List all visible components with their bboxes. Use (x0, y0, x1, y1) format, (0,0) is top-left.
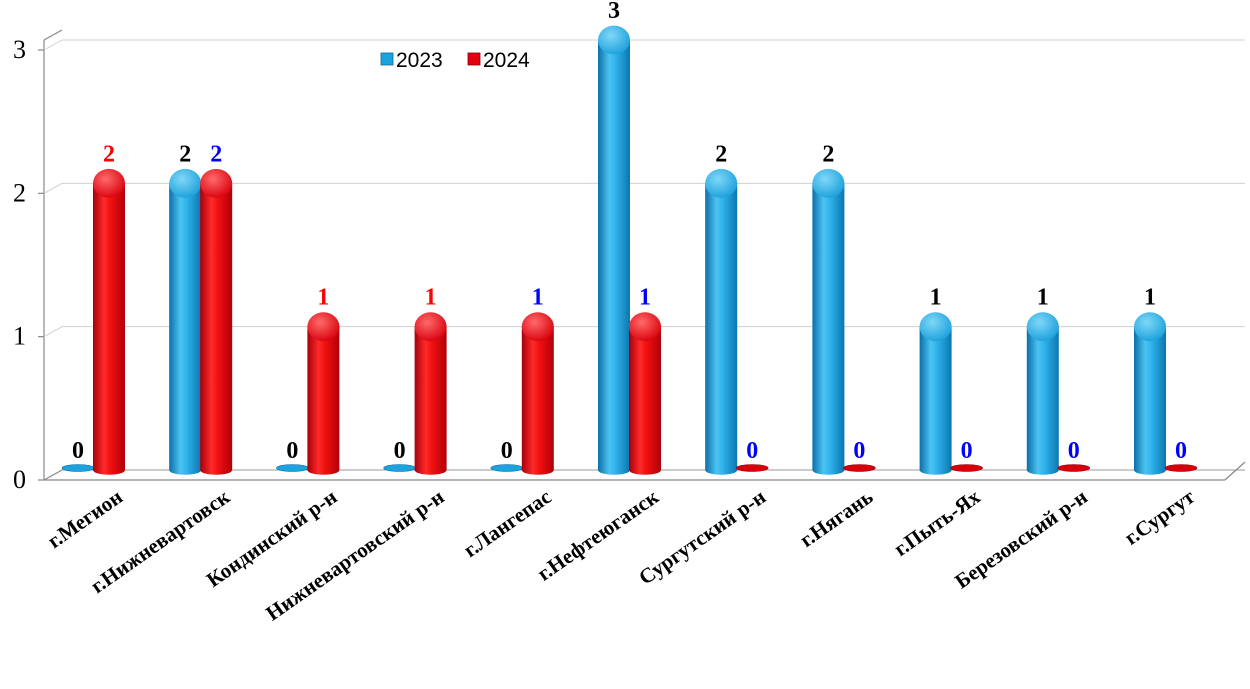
bar-2024-5-body (521, 326, 554, 475)
bar-2024-6-body (629, 326, 661, 475)
bar-2023-8-body (812, 183, 845, 475)
data-label-2024-1: 2 (103, 141, 115, 167)
bar-2024-2-body (200, 183, 233, 475)
bar-2023-7-cap (705, 168, 738, 198)
bar-2023-5-flat (490, 464, 524, 472)
bar-2023-3-flat (276, 464, 309, 472)
bar-2024-9-flat (950, 464, 983, 472)
bar-2023-2-body (169, 183, 202, 475)
data-label-2023-9: 1 (930, 285, 942, 311)
x-category-label: г.Пыть-Ях (889, 484, 984, 561)
bar-2024-7-flat (735, 464, 769, 472)
bar-2024-3-body (307, 326, 340, 475)
bar-2023-9 (919, 312, 952, 475)
data-label-2023-1: 0 (72, 438, 84, 464)
bar-2023-11-cap (1134, 312, 1166, 342)
data-label-2024-10: 0 (1068, 438, 1080, 464)
bar-2024-1-body (93, 183, 125, 475)
data-label-2023-5: 0 (501, 438, 513, 464)
x-category-label: г.Нягань (795, 484, 877, 551)
bar-2023-4-flat (383, 464, 416, 472)
x-axis-right-slant (1224, 461, 1246, 481)
data-label-2024-8: 0 (853, 438, 865, 464)
y-axis-back-line (43, 29, 63, 41)
bar-2023-10 (1026, 312, 1059, 475)
bar-2024-4 (414, 312, 447, 475)
bar-2024-11-flat (1164, 464, 1198, 472)
data-label-2024-3: 1 (317, 285, 329, 311)
bar-2023-7 (705, 168, 738, 475)
bar-2024-10-flat (1057, 464, 1091, 472)
bar-2024-6-cap (629, 312, 661, 342)
x-category-label: Нижневартовский р-н (261, 484, 448, 625)
bar-2024-3-cap (307, 312, 340, 342)
bar-2024-4-cap (414, 312, 447, 342)
y-tick-label: 3 (13, 35, 26, 64)
bars (61, 25, 1198, 475)
gridline-slant (43, 182, 63, 194)
bar-2024-1-cap (93, 168, 125, 198)
legend-label-2023: 2023 (396, 49, 443, 72)
bar-2023-7-body (705, 183, 738, 475)
legend-swatch-2023 (380, 52, 394, 66)
x-category-label: г.Лангепас (459, 484, 556, 562)
data-label-2024-9: 0 (961, 438, 973, 464)
data-label-2023-3: 0 (286, 438, 298, 464)
data-label-2023-4: 0 (394, 438, 406, 464)
data-label-2024-7: 0 (746, 438, 758, 464)
data-label-2023-8: 2 (822, 141, 834, 167)
bar-2023-1-flat (61, 464, 95, 472)
legend-label-2024: 2024 (483, 49, 530, 72)
y-tick-label: 2 (13, 178, 26, 207)
data-label-2024-11: 0 (1175, 438, 1187, 464)
legend-swatch-2024 (467, 52, 481, 66)
data-label-2023-2: 2 (179, 141, 191, 167)
bar-2023-9-cap (919, 312, 952, 342)
data-label-2024-6: 1 (639, 285, 651, 311)
legend: 2023 2024 (380, 49, 530, 72)
bar-2023-8-cap (812, 168, 845, 198)
bar-2023-6-cap (598, 25, 630, 55)
bar-2023-2 (169, 168, 202, 475)
bar-2024-3 (307, 312, 340, 475)
y-axis-base-slant (43, 469, 63, 481)
bar-2023-2-cap (169, 168, 202, 198)
data-label-2023-6: 3 (608, 0, 620, 24)
bar-2024-5 (521, 312, 554, 475)
gridline-slant (43, 39, 63, 51)
bar-2024-4-body (414, 326, 447, 475)
data-label-2024-5: 1 (532, 285, 544, 311)
bar-2023-11 (1134, 312, 1166, 475)
bar-2023-11-body (1134, 326, 1166, 475)
data-label-2023-7: 2 (715, 141, 727, 167)
data-label-2023-10: 1 (1037, 285, 1049, 311)
bar-2023-10-cap (1026, 312, 1059, 342)
bar-2024-2 (200, 168, 233, 475)
bar-2023-9-body (919, 326, 952, 475)
y-tick-label: 1 (13, 322, 26, 351)
bar-2024-1 (93, 168, 125, 475)
gridline-slant (43, 326, 63, 338)
data-label-2024-4: 1 (425, 285, 437, 311)
bar-2023-10-body (1026, 326, 1059, 475)
bar-2024-8-flat (843, 464, 876, 472)
bar-2024-2-cap (200, 168, 233, 198)
y-axis-ticks: 0 1 2 3 (13, 35, 44, 494)
x-category-label: г.Мегион (43, 484, 127, 553)
y-tick-label: 0 (13, 465, 26, 494)
bar-2024-6 (629, 312, 661, 475)
bar-2023-6 (598, 25, 630, 475)
bar-2024-5-cap (521, 312, 554, 342)
bar-2023-6-body (598, 40, 630, 475)
x-category-label: г.Сургут (1120, 484, 1200, 550)
data-label-2023-11: 1 (1144, 285, 1156, 311)
data-label-2024-2: 2 (210, 141, 222, 167)
bar-2023-8 (812, 168, 845, 475)
